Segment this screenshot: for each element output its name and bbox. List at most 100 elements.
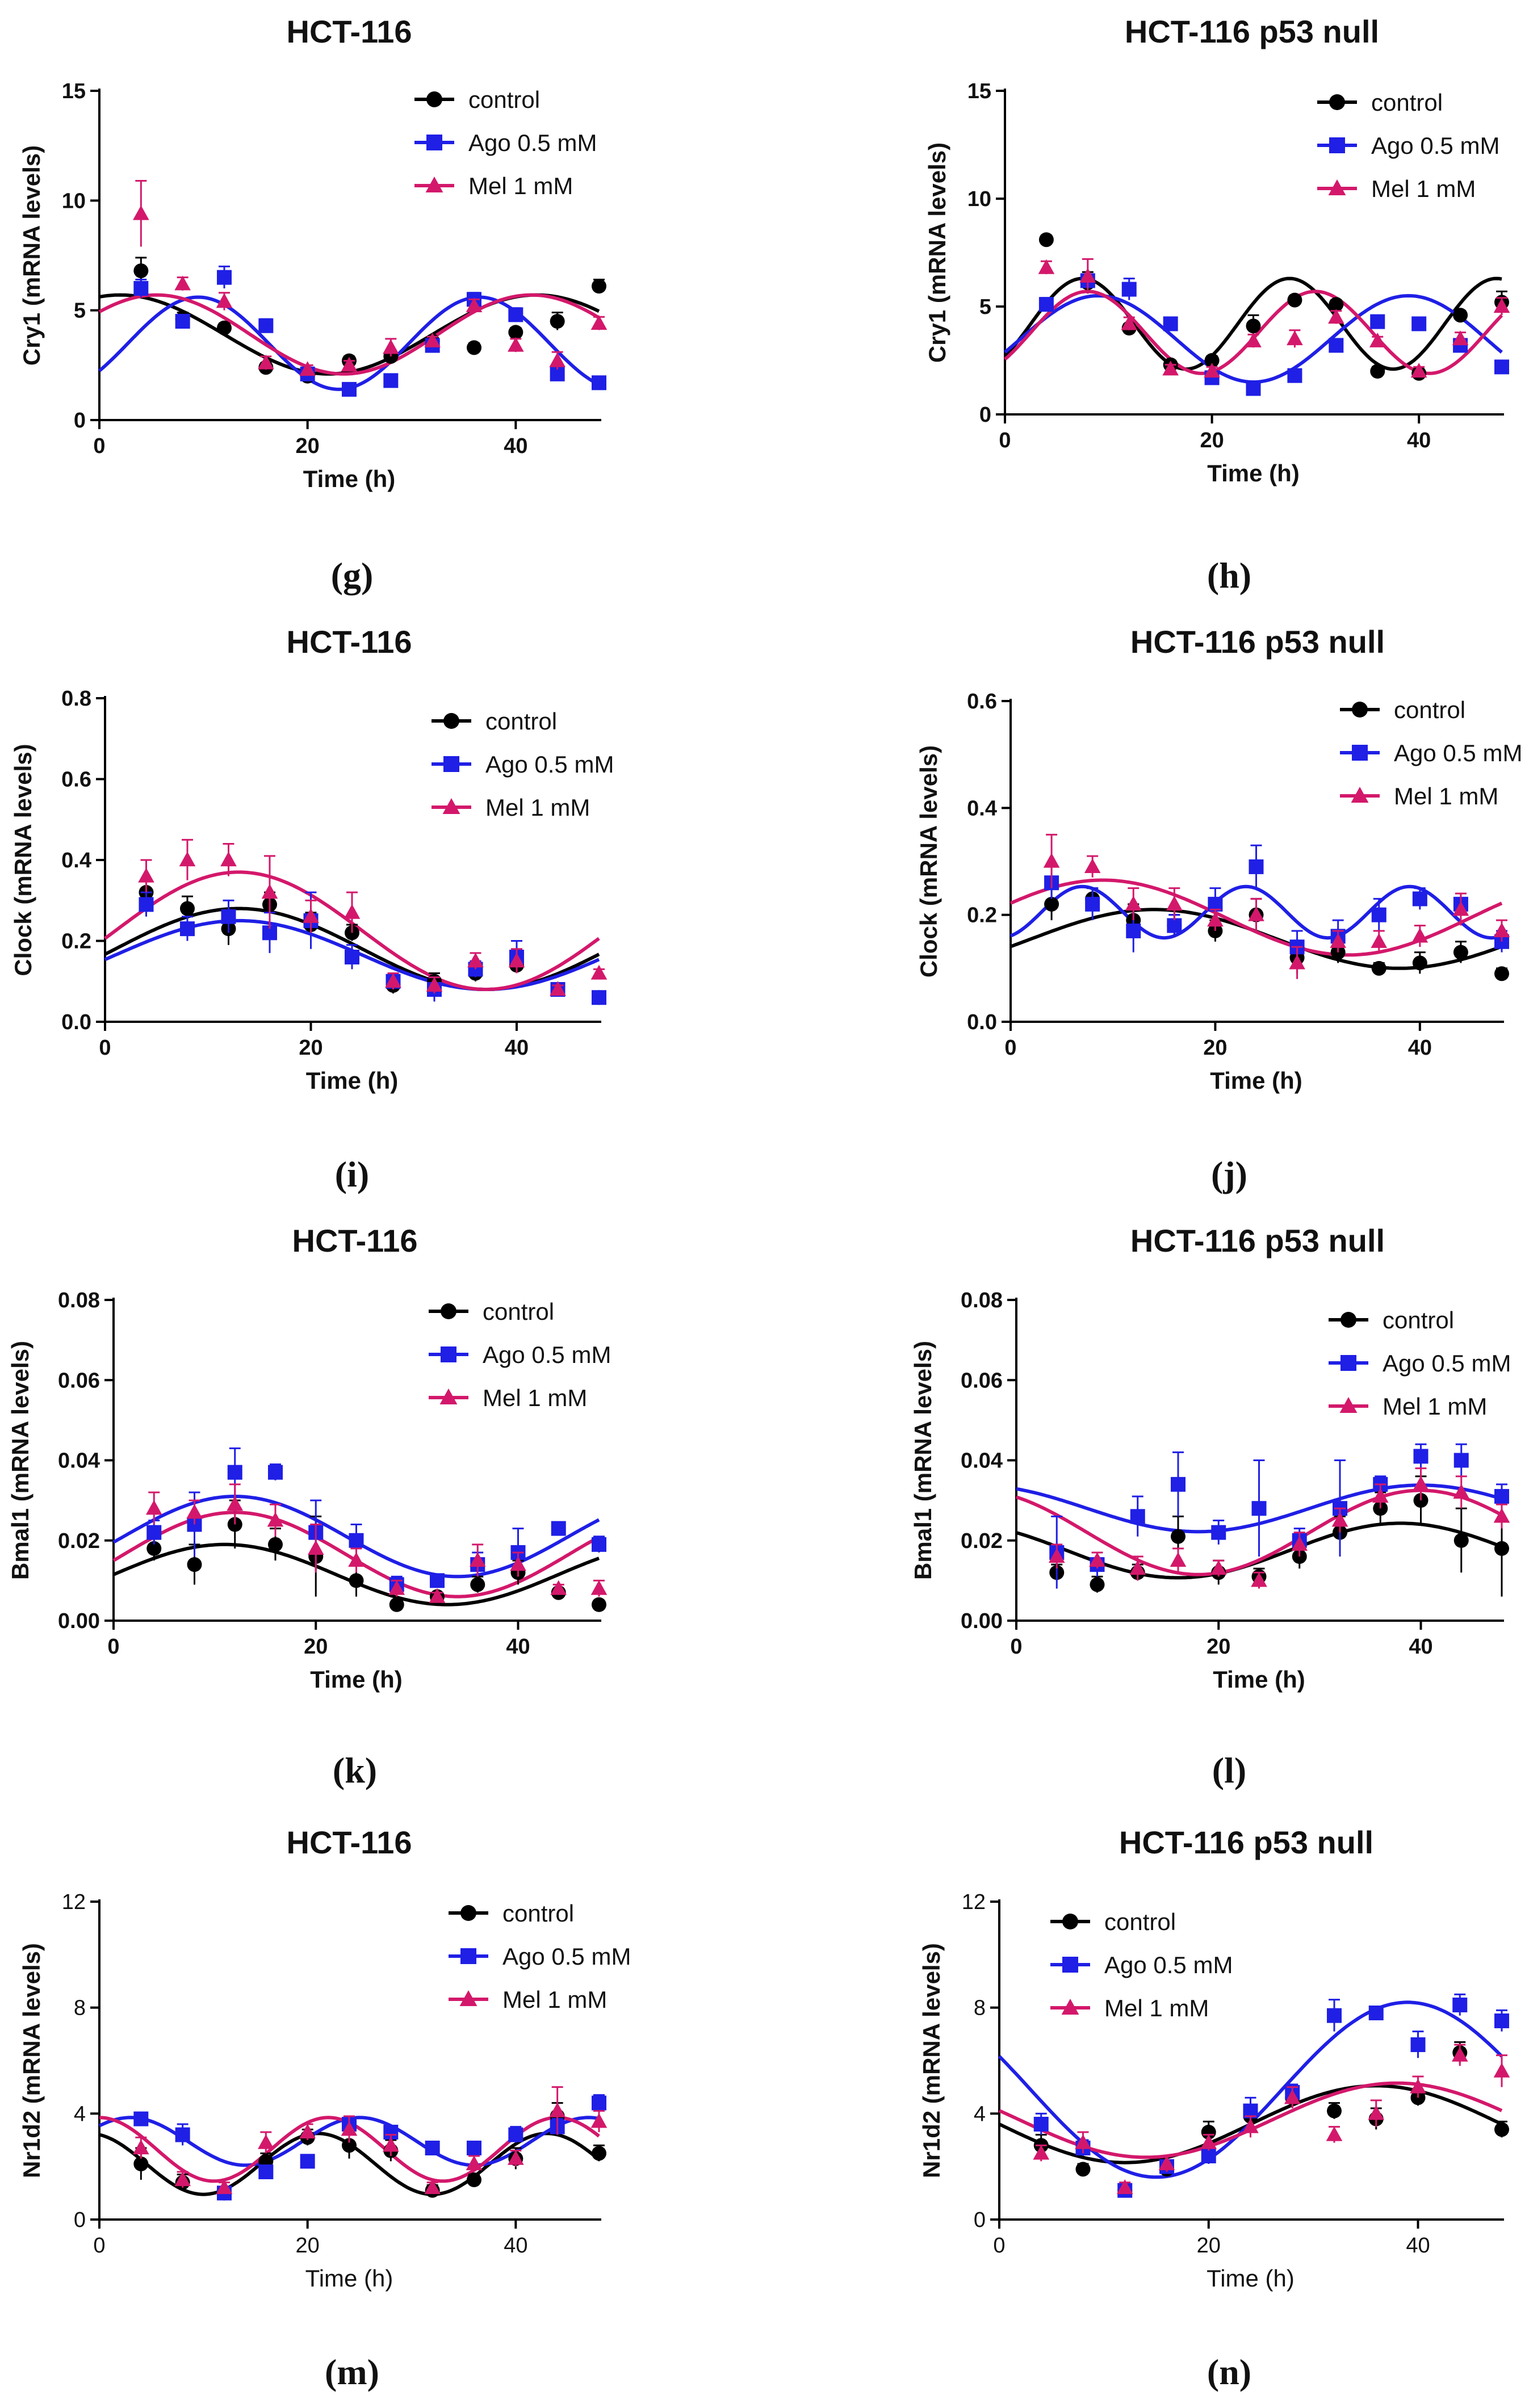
data-point-mel — [1289, 954, 1305, 970]
data-point-ago — [1201, 2149, 1216, 2163]
legend-marker-mel — [1061, 1999, 1079, 2015]
chart-panel-k: HCT-116 0.00 0.02 0.04 0.06 0.08 0 20 40 Time (h)… — [7, 1223, 611, 1790]
legend-label-control: control — [1104, 1908, 1176, 1935]
x-tick-label: 0 — [999, 429, 1011, 452]
x-tick-label: 40 — [504, 434, 527, 458]
data-point-mel — [1129, 1560, 1146, 1575]
panel-caption: (l) — [1212, 1750, 1246, 1790]
data-point-mel — [590, 315, 608, 330]
data-point-mel — [590, 1580, 608, 1595]
x-tick-label: 40 — [1408, 1036, 1432, 1060]
legend-marker-ago — [1329, 137, 1345, 153]
data-point-control — [1204, 353, 1220, 368]
data-point-mel — [133, 205, 149, 220]
panel-caption: (j) — [1211, 1154, 1247, 1194]
data-point-ago — [1033, 2117, 1049, 2132]
data-point-ago — [268, 1465, 283, 1480]
data-point-mel — [220, 851, 237, 867]
fit-curve-mel — [98, 293, 600, 376]
legend-marker-mel — [442, 798, 460, 814]
data-point-ago — [1249, 859, 1264, 874]
data-point-mel — [383, 2137, 399, 2152]
x-tick-label: 40 — [1409, 1635, 1432, 1659]
data-point-mel — [174, 275, 191, 291]
x-tick-label: 20 — [1197, 2234, 1221, 2258]
data-point-mel — [348, 1552, 365, 1567]
y-tick-label: 0.04 — [58, 1449, 100, 1473]
data-point-mel — [1284, 2089, 1301, 2104]
x-axis-label: Time (h) — [1213, 1666, 1305, 1693]
y-tick-label: 8 — [74, 1996, 86, 2020]
chart-title: HCT-116 p53 null — [1130, 1223, 1385, 1258]
data-point-mel — [1084, 858, 1101, 874]
x-tick-label: 0 — [93, 2234, 105, 2258]
legend-label-control: control — [1371, 89, 1443, 116]
data-point-mel — [469, 1552, 486, 1567]
data-point-mel — [1075, 2134, 1091, 2149]
legend-marker-control — [443, 713, 459, 729]
data-point-mel — [549, 2102, 565, 2117]
legend-label-mel: Mel 1 mM — [468, 173, 573, 199]
data-point-control — [550, 314, 565, 329]
legend-label-control: control — [1383, 1307, 1454, 1333]
data-point-mel — [1089, 1552, 1105, 1567]
data-point-ago — [1171, 1476, 1186, 1492]
data-point-mel — [299, 2124, 316, 2139]
legend-marker-mel — [1351, 787, 1369, 803]
x-tick-label: 40 — [506, 1635, 530, 1659]
data-point-ago — [345, 950, 359, 964]
panel-caption: (m) — [325, 2352, 379, 2392]
data-point-mel — [466, 2155, 483, 2171]
data-point-mel — [1331, 1512, 1348, 1527]
data-point-ago — [1287, 368, 1302, 383]
data-point-mel — [1287, 330, 1303, 346]
data-point-mel — [1048, 1548, 1065, 1563]
data-point-mel — [1411, 928, 1429, 943]
data-point-mel — [1248, 906, 1264, 921]
x-tick-label: 0 — [1004, 1036, 1016, 1060]
chart-panel-g: HCT-116 0 5 10 15 0 20 40 Time (h) Cry1 (mRNA lev… — [18, 14, 608, 595]
panel-caption: (n) — [1207, 2352, 1251, 2392]
data-point-ago — [1121, 282, 1137, 297]
legend-label-ago: Ago 0.5 mM — [1104, 1952, 1233, 1978]
data-point-control — [1453, 945, 1468, 960]
data-point-control — [1327, 2103, 1342, 2118]
data-point-mel — [216, 2179, 233, 2195]
legend-label-control: control — [483, 1298, 554, 1325]
data-point-ago — [1412, 891, 1427, 907]
legend-marker-ago — [1352, 745, 1368, 761]
legend-label-ago: Ago 0.5 mM — [1371, 132, 1499, 159]
legend-marker-ago — [1341, 1355, 1356, 1371]
legend-label-ago: Ago 0.5 mM — [1383, 1350, 1511, 1377]
data-point-ago — [551, 1521, 566, 1536]
chart-panel-j: HCT-116 p53 null 0.0 0.2 0.4 0.6 0 20 40 Time (h… — [915, 624, 1522, 1194]
data-point-mel — [1162, 360, 1179, 376]
y-tick-label: 0.06 — [961, 1369, 1003, 1392]
x-axis-label: Time (h) — [305, 2265, 393, 2292]
data-point-mel — [138, 867, 154, 883]
data-point-control — [133, 263, 149, 279]
y-axis-label: Bmal1 (mRNA levels) — [910, 1341, 936, 1580]
data-point-mel — [1207, 912, 1224, 927]
data-point-mel — [1200, 2134, 1217, 2149]
y-axis-label: Clock (mRNA levels) — [915, 745, 942, 978]
data-point-mel — [508, 953, 525, 968]
legend-label-control: control — [485, 708, 557, 735]
data-point-mel — [1033, 2145, 1050, 2160]
legend-marker-control — [1352, 702, 1368, 718]
data-point-mel — [1038, 259, 1055, 274]
data-point-ago — [146, 1525, 162, 1540]
data-point-ago — [133, 281, 149, 296]
data-point-mel — [258, 2134, 274, 2149]
y-tick-label: 0.0 — [967, 1010, 997, 1034]
chart-title: HCT-116 — [292, 1223, 418, 1258]
data-point-mel — [590, 2113, 608, 2128]
data-point-mel — [1371, 933, 1388, 948]
y-tick-label: 12 — [962, 1890, 986, 1914]
data-point-mel — [258, 354, 274, 370]
data-point-ago — [349, 1533, 364, 1548]
data-point-mel — [1079, 267, 1096, 283]
data-point-control — [1090, 1577, 1105, 1592]
data-point-mel — [467, 953, 484, 968]
